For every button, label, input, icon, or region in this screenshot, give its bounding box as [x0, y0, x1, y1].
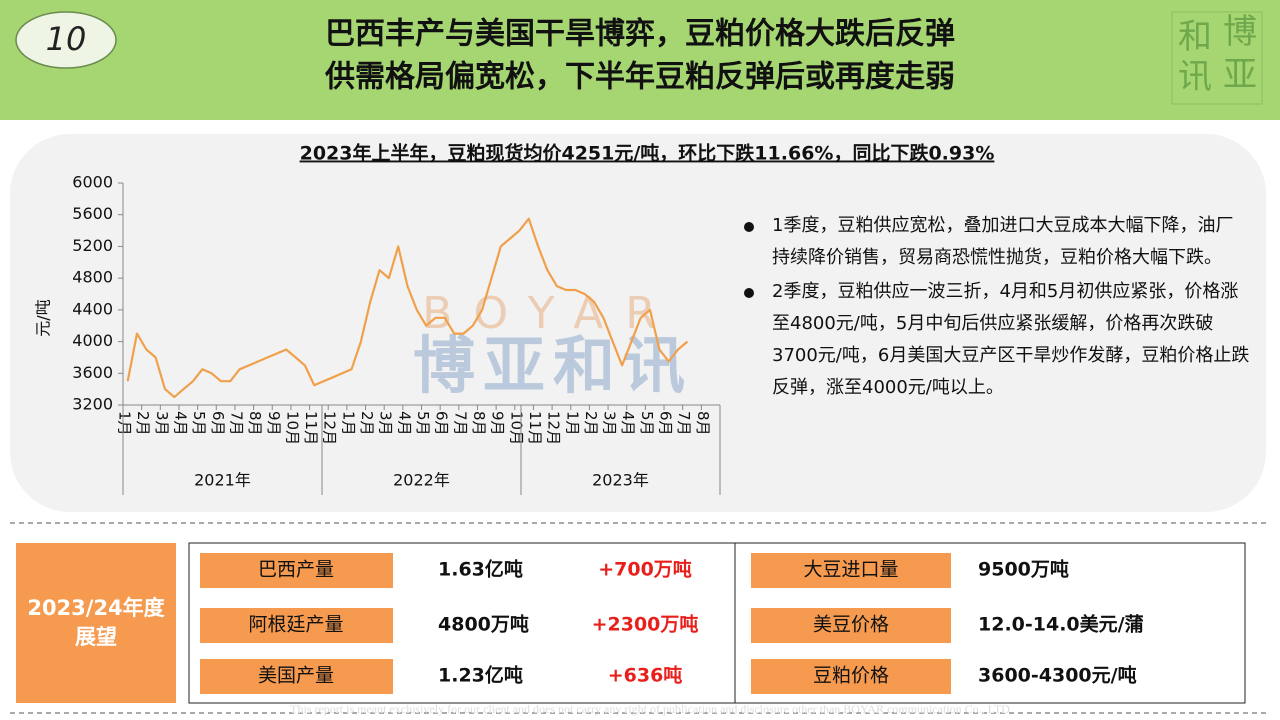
y-tick-label: 4000 — [72, 331, 113, 350]
bullet-text: 1季度，豆粕供应宽松，叠加进口大豆成本大幅下降，油厂持续降价销售，贸易商恐慌性抛… — [772, 215, 1234, 268]
row-value: 3600-4300元/吨 — [978, 664, 1137, 687]
x-tick-label: 5月 — [638, 411, 656, 436]
outlook-box — [16, 543, 176, 703]
row-value: 12.0-14.0美元/蒲 — [978, 613, 1144, 636]
x-tick-label: 6月 — [433, 411, 451, 436]
row-label: 阿根廷产量 — [248, 614, 343, 636]
x-tick-label: 2月 — [358, 411, 376, 436]
y-tick-label: 6000 — [72, 173, 113, 192]
logo-char: 和 — [1178, 19, 1212, 56]
x-tick-label: 1月 — [563, 411, 581, 436]
x-tick-label: 5月 — [190, 411, 208, 436]
y-tick-label: 4400 — [72, 299, 113, 318]
row-value: 9500万吨 — [978, 558, 1069, 581]
x-tick-label: 3月 — [153, 411, 171, 436]
x-tick-label: 10月 — [283, 411, 301, 445]
row-label-box — [200, 608, 393, 643]
chart-title: 2023年上半年，豆粕现货均价4251元/吨，环比下跌11.66%，同比下跌0.… — [300, 142, 995, 165]
y-tick-label: 4800 — [72, 268, 113, 287]
row-value: 4800万吨 — [438, 613, 529, 636]
row-change: +700万吨 — [598, 558, 692, 581]
x-tick-label: 9月 — [489, 411, 507, 436]
bullet: 2季度，豆粕供应一波三折，4月和5月初供应紧张，价格涨至4800元/吨，5月中旬… — [740, 276, 1250, 404]
x-tick-label: 4月 — [619, 411, 637, 436]
x-tick-label: 4月 — [171, 411, 189, 436]
y-tick-label: 3200 — [72, 395, 113, 414]
title-line: 供需格局偏宽松，下半年豆粕反弹后或再度走弱 — [324, 60, 955, 95]
bullets-box: 1季度，豆粕供应宽松，叠加进口大豆成本大幅下降，油厂持续降价销售，贸易商恐慌性抛… — [740, 210, 1250, 404]
x-tick-label: 12月 — [321, 411, 339, 445]
x-tick-label: 6月 — [657, 411, 675, 436]
x-tick-label: 11月 — [526, 411, 544, 445]
bullet: 1季度，豆粕供应宽松，叠加进口大豆成本大幅下降，油厂持续降价销售，贸易商恐慌性抛… — [740, 210, 1250, 274]
bullets: 1季度，豆粕供应宽松，叠加进口大豆成本大幅下降，油厂持续降价销售，贸易商恐慌性抛… — [740, 210, 1250, 404]
slide-number: 10 — [46, 20, 87, 58]
row-label: 豆粕价格 — [813, 665, 889, 687]
logo-frame — [1171, 11, 1263, 105]
bullet-dot — [744, 222, 754, 232]
x-tick-label: 6月 — [209, 411, 227, 436]
title-line: 巴西丰产与美国干旱博弈，豆粕价格大跌后反弹 — [325, 17, 955, 52]
row-change: +636吨 — [608, 664, 683, 687]
row-value: 1.63亿吨 — [438, 558, 523, 581]
header-bar — [0, 0, 1280, 120]
x-tick-label: 9月 — [265, 411, 283, 436]
x-tick-label: 3月 — [377, 411, 395, 436]
outlook-title: 2023/24年度展望 — [27, 595, 165, 649]
x-group-label: 2022年 — [393, 471, 450, 490]
row-label-box — [200, 553, 393, 588]
footer: This report is meant exclusively for our… — [290, 702, 1010, 716]
x-tick-label: 4月 — [395, 411, 413, 436]
x-tick-label: 2月 — [134, 411, 152, 436]
row-label: 美豆价格 — [813, 614, 889, 636]
x-tick-label: 2月 — [582, 411, 600, 436]
x-group-label: 2021年 — [194, 471, 251, 490]
x-tick-label: 8月 — [246, 411, 264, 436]
row-label: 美国产量 — [258, 665, 334, 687]
x-tick-label: 7月 — [451, 411, 469, 436]
number-badge — [15, 11, 117, 69]
watermark: BOYAR — [422, 288, 678, 339]
x-tick-label: 10月 — [507, 411, 525, 445]
x-tick-label: 8月 — [470, 411, 488, 436]
y-tick-label: 3600 — [72, 363, 113, 382]
row-change: +2300万吨 — [592, 613, 699, 636]
x-tick-label: 12月 — [545, 411, 563, 445]
row-label-box — [751, 608, 951, 643]
x-tick-label: 1月 — [339, 411, 357, 436]
watermark: 博亚和讯 — [413, 329, 693, 402]
x-tick-label: 11月 — [302, 411, 320, 445]
logo-char: 博 — [1223, 13, 1257, 51]
bullet-dot — [744, 288, 754, 298]
x-tick-label: 3月 — [601, 411, 619, 436]
x-tick-label: 7月 — [227, 411, 245, 436]
row-label-box — [200, 659, 393, 694]
row-label: 大豆进口量 — [803, 559, 898, 581]
logo-char: 亚 — [1223, 57, 1257, 94]
x-tick-label: 7月 — [675, 411, 693, 436]
y-tick-label: 5600 — [72, 204, 113, 223]
bullet-text: 2季度，豆粕供应一波三折，4月和5月初供应紧张，价格涨至4800元/吨，5月中旬… — [772, 281, 1250, 398]
x-tick-label: 1月 — [116, 411, 134, 436]
x-tick-label: 5月 — [414, 411, 432, 436]
row-label-box — [751, 659, 951, 694]
price-line — [126, 217, 689, 399]
logo-char: 讯 — [1178, 59, 1212, 96]
row-label-box — [751, 553, 951, 588]
y-axis-label: 元/吨 — [34, 299, 53, 336]
y-tick-label: 5200 — [72, 236, 113, 255]
outlook-title-box: 2023/24年度展望 — [27, 595, 165, 649]
x-tick-label: 8月 — [694, 411, 712, 436]
x-group-label: 2023年 — [592, 471, 649, 490]
row-value: 1.23亿吨 — [438, 664, 523, 687]
row-label: 巴西产量 — [258, 559, 334, 581]
